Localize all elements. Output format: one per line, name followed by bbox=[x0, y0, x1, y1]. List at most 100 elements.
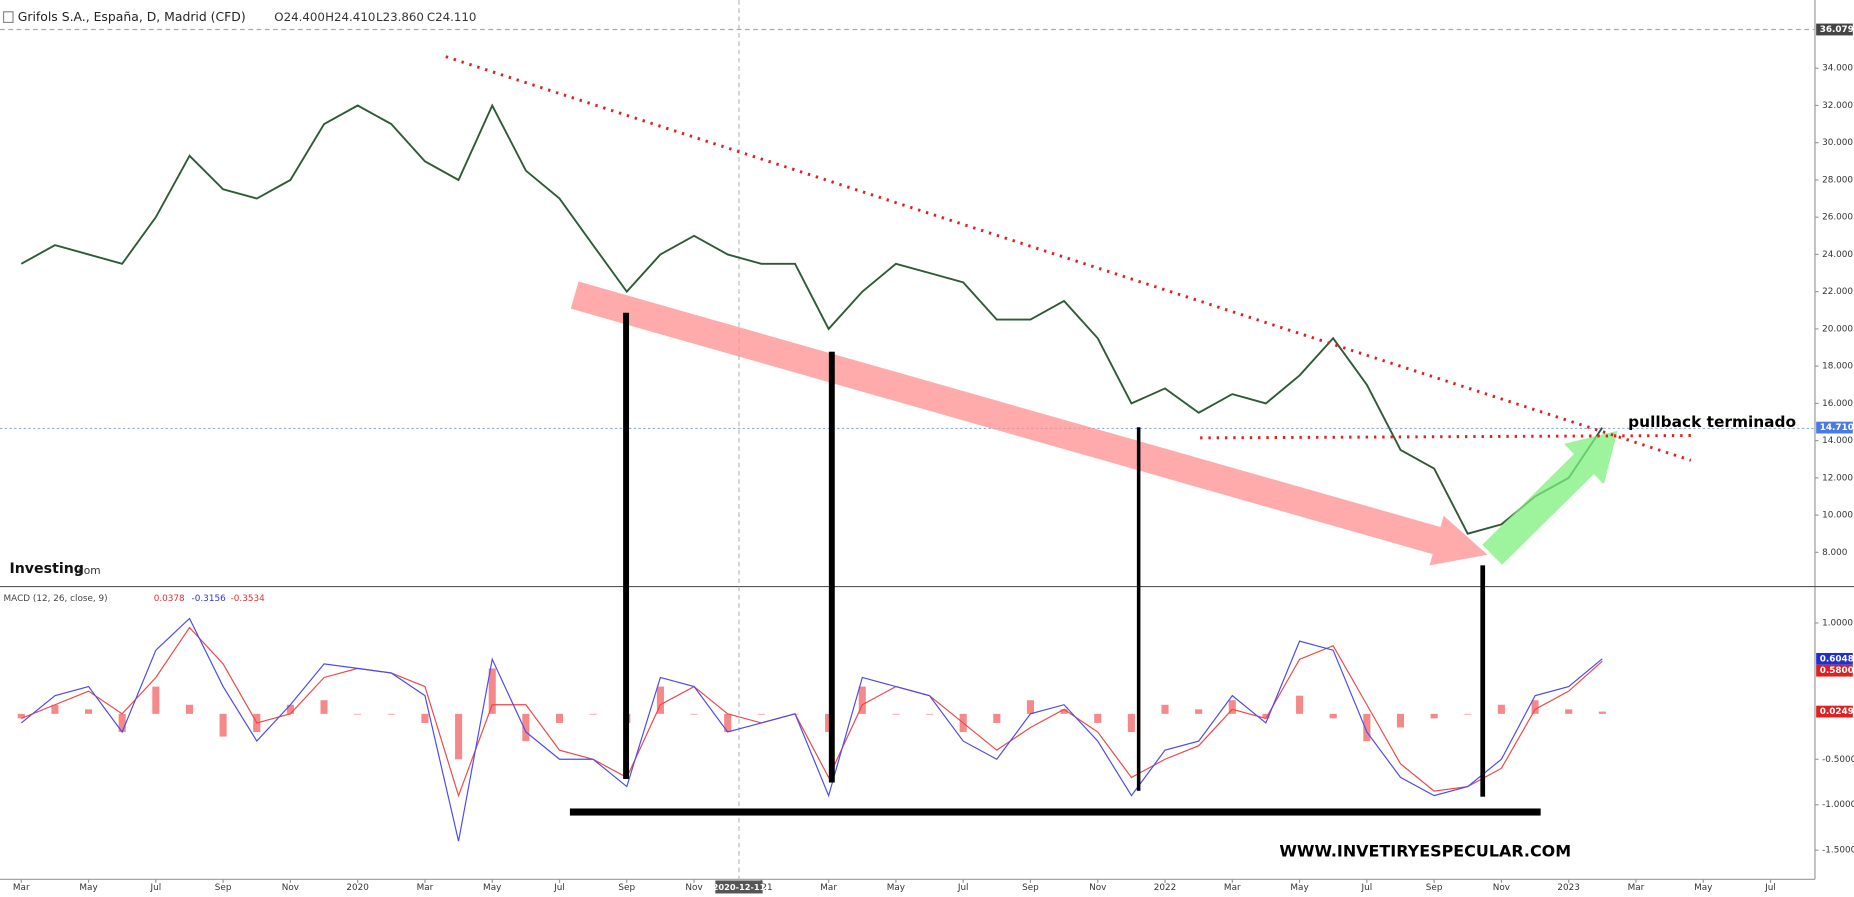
series-last-label: 0.5800 bbox=[1820, 666, 1854, 676]
histogram-bar bbox=[1363, 713, 1371, 742]
y-tick-label: 1.0000 bbox=[1822, 618, 1853, 628]
x-tick-label: May bbox=[1694, 883, 1712, 893]
series-last-label: 0.6048 bbox=[1820, 654, 1854, 664]
x-tick-label: Sep bbox=[1022, 883, 1039, 893]
x-tick-label: 2022 bbox=[1154, 883, 1177, 893]
histogram-bar bbox=[1026, 700, 1035, 714]
crosshair-date: 2020-12-11 bbox=[713, 882, 766, 892]
x-tick-label: Mar bbox=[820, 883, 837, 893]
series-last-label-box bbox=[1816, 705, 1853, 718]
histogram-bar bbox=[51, 704, 59, 714]
histogram-bar bbox=[925, 713, 934, 715]
histogram-bar bbox=[421, 713, 429, 723]
histogram-bar bbox=[1396, 713, 1405, 728]
histogram-bar bbox=[320, 700, 328, 714]
top-price-label-box bbox=[1816, 23, 1853, 36]
x-tick-label: Sep bbox=[618, 883, 635, 893]
last-price-label: 14.710 bbox=[1820, 423, 1854, 433]
divergence-line bbox=[623, 312, 630, 779]
x-tick-label: Mar bbox=[1224, 883, 1241, 893]
histogram-bar bbox=[219, 713, 227, 737]
y-tick-label: -1.5000 bbox=[1822, 846, 1854, 856]
histogram-bar bbox=[17, 713, 25, 719]
y-tick-label: 22.000 bbox=[1822, 287, 1853, 297]
histogram-bar bbox=[589, 713, 597, 715]
x-tick-label: Jul bbox=[149, 883, 161, 893]
x-tick-label: Nov bbox=[282, 883, 299, 893]
x-tick-label: Jul bbox=[1361, 883, 1373, 893]
histogram-bar bbox=[522, 713, 530, 742]
histogram-bar bbox=[1598, 711, 1606, 714]
top-price-label: 36.079 bbox=[1820, 25, 1854, 35]
x-tick-label: May bbox=[1290, 883, 1308, 893]
crosshair-date-box bbox=[715, 880, 763, 894]
histogram-bar bbox=[1161, 704, 1169, 714]
histogram-bar bbox=[1195, 709, 1203, 714]
x-tick-label: Mar bbox=[417, 883, 434, 893]
histogram-bar bbox=[152, 686, 160, 714]
x-tick-label: 2020 bbox=[346, 883, 369, 893]
y-tick-label: 30.000 bbox=[1822, 138, 1853, 148]
data-layer: 8.000 10.000 12.000 14.000 16.000 18.000 20.00… bbox=[13, 23, 1854, 893]
last-price-label-box bbox=[1816, 421, 1853, 434]
website: WWW.INVETIRYESPECULAR.COM bbox=[1279, 842, 1571, 861]
collapse-icon[interactable] bbox=[2, 11, 14, 24]
x-tick-label: Mar bbox=[1628, 883, 1645, 893]
signal-line bbox=[21, 626, 1603, 798]
resistance-trendline bbox=[445, 55, 1692, 462]
y-tick-label: 34.000 bbox=[1822, 64, 1853, 74]
ohlc-open: O24.400 bbox=[274, 10, 325, 24]
histogram-bar bbox=[185, 704, 194, 714]
x-tick-label: 2023 bbox=[1557, 883, 1580, 893]
symbol-title: Grifols S.A., España, D, Madrid (CFD) bbox=[18, 9, 246, 24]
divergence-line bbox=[1136, 427, 1141, 791]
histogram-bar bbox=[690, 713, 698, 715]
x-tick-label: Nov bbox=[1493, 883, 1510, 893]
y-tick-label: 26.000 bbox=[1822, 213, 1853, 223]
down-arrow bbox=[570, 281, 1488, 566]
series-last-label-box bbox=[1816, 652, 1853, 665]
macd-floor-line bbox=[569, 808, 1541, 816]
histogram-bar bbox=[993, 713, 1001, 723]
histogram-bar bbox=[858, 686, 866, 714]
histogram-bar bbox=[1565, 709, 1573, 714]
y-tick-label: 12.000 bbox=[1822, 473, 1853, 483]
y-tick-label: 10.000 bbox=[1822, 511, 1853, 521]
histogram-bar bbox=[1060, 709, 1068, 714]
macd-legend-value: -0.3534 bbox=[231, 594, 266, 604]
y-tick-label: 16.000 bbox=[1822, 399, 1853, 409]
y-tick-label: -0.5000 bbox=[1822, 755, 1854, 765]
x-tick-label: May bbox=[887, 883, 905, 893]
histogram-bar bbox=[354, 713, 362, 715]
histogram-bar bbox=[724, 713, 732, 733]
macd-title: MACD (12, 26, close, 9) bbox=[4, 594, 108, 604]
histogram-bar bbox=[1430, 713, 1438, 719]
macd-legend-value: 0.0378 bbox=[154, 594, 185, 604]
histogram-bar bbox=[1296, 695, 1304, 714]
y-tick-label: -1.0000 bbox=[1822, 800, 1854, 810]
x-tick-label: May bbox=[79, 883, 97, 893]
histogram-bar bbox=[892, 713, 900, 715]
note: pullback terminado bbox=[1628, 413, 1796, 431]
y-tick-label: 28.000 bbox=[1822, 175, 1853, 185]
histogram-bar bbox=[1262, 713, 1270, 719]
histogram-bar bbox=[387, 713, 395, 715]
histogram-bar bbox=[1464, 713, 1472, 715]
series-last-label-box bbox=[1816, 664, 1853, 677]
histogram-bar bbox=[555, 713, 564, 723]
histogram-bar bbox=[286, 704, 294, 714]
histogram-bar bbox=[656, 686, 664, 714]
x-tick-label: Jul bbox=[1764, 883, 1776, 893]
histogram-bar bbox=[1094, 713, 1102, 723]
histogram-bar bbox=[118, 713, 126, 733]
histogram-bar bbox=[1228, 700, 1236, 714]
divergence-line bbox=[828, 351, 835, 783]
y-tick-label: 20.000 bbox=[1822, 324, 1853, 334]
y-tick-label: 8.000 bbox=[1822, 548, 1848, 558]
x-tick-label: Sep bbox=[1426, 883, 1443, 893]
ohlc-high: H24.410 bbox=[325, 10, 375, 24]
up-arrow bbox=[1482, 430, 1618, 565]
x-tick-label: Nov bbox=[685, 883, 702, 893]
histogram-bar bbox=[455, 713, 463, 760]
